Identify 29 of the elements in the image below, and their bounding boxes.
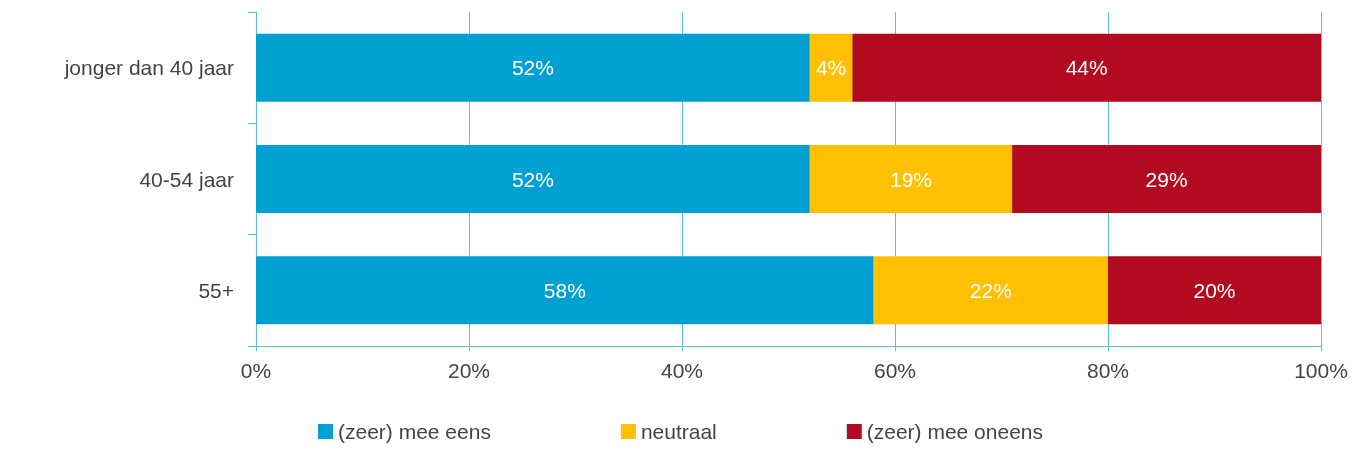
bar [809, 145, 1013, 213]
bar [256, 145, 810, 213]
x-tick-label: 0% [240, 359, 272, 382]
legend-label: neutraal [640, 420, 717, 443]
bar [256, 33, 810, 102]
bar [873, 256, 1108, 325]
bar [256, 256, 874, 325]
data-label: 19% [889, 167, 932, 191]
x-tick-label: 60% [873, 359, 917, 382]
x-tick-label: 40% [660, 359, 704, 382]
bar [1108, 256, 1321, 325]
data-label: 22% [969, 278, 1012, 302]
bar [852, 33, 1321, 102]
y-tick-label: 40-54 jaar [139, 167, 235, 191]
x-tick-label: 100% [1294, 359, 1348, 382]
data-label: 20% [1193, 278, 1236, 302]
data-label: 44% [1065, 56, 1108, 80]
x-tick-label: 20% [447, 359, 491, 382]
data-label: 52% [511, 167, 554, 191]
bar [1012, 145, 1321, 213]
data-label: 58% [543, 278, 586, 302]
y-tick-label: 55+ [198, 278, 234, 302]
data-label: 52% [511, 56, 554, 80]
data-label: 29% [1145, 167, 1188, 191]
legend-label: (zeer) mee eens [337, 420, 491, 443]
data-label: 4% [815, 56, 847, 80]
y-tick-label: jonger dan 40 jaar [63, 56, 234, 80]
legend-label: (zeer) mee oneens [866, 420, 1044, 443]
x-tick-label: 80% [1086, 359, 1130, 382]
